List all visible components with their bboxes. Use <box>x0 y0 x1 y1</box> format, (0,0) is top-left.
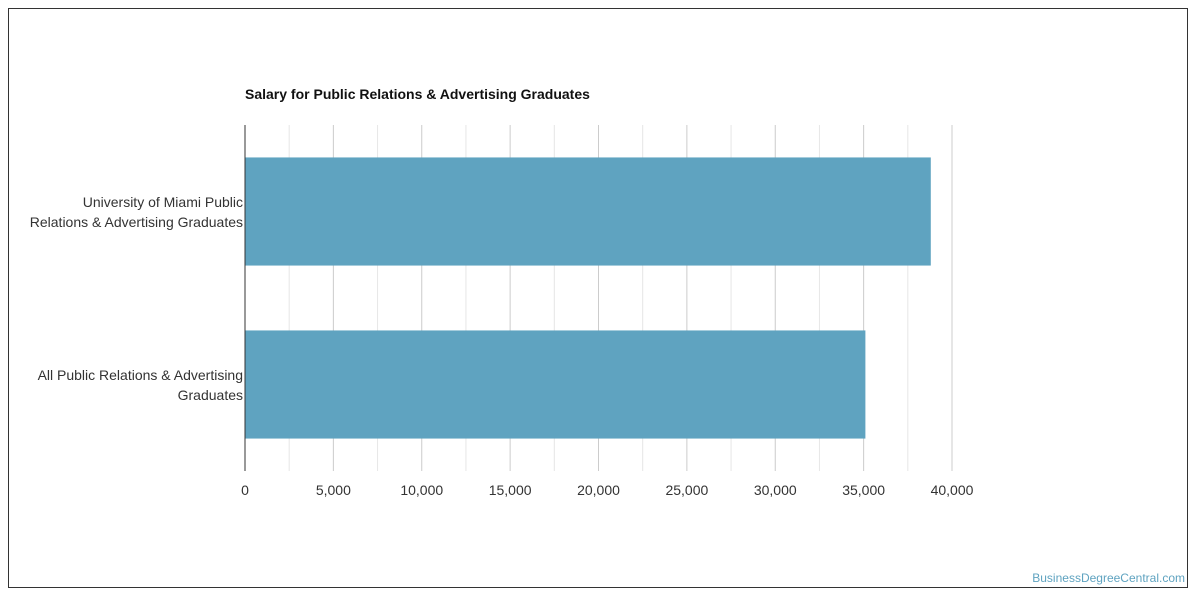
category-label-line: Graduates <box>177 386 243 403</box>
x-tick-label: 25,000 <box>665 482 708 498</box>
x-tick-label: 40,000 <box>931 482 974 498</box>
x-tick-label: 30,000 <box>754 482 797 498</box>
x-tick-label: 35,000 <box>842 482 885 498</box>
chart-title: Salary for Public Relations & Advertisin… <box>245 86 590 102</box>
x-tick-label: 0 <box>241 482 249 498</box>
category-label-line: University of Miami Public <box>82 193 243 210</box>
category-label: University of Miami Public Relations & Ad… <box>3 192 243 232</box>
bar-2 <box>245 330 866 439</box>
x-tick-label: 10,000 <box>400 482 443 498</box>
chart-frame <box>8 8 1188 588</box>
category-label-line: Relations & Advertising Graduates <box>29 213 243 230</box>
watermark: BusinessDegreeCentral.com <box>1032 571 1185 585</box>
x-tick-label: 20,000 <box>577 482 620 498</box>
category-label: All Public Relations & Advertising Gradua… <box>3 365 243 405</box>
x-tick-label: 15,000 <box>489 482 532 498</box>
x-tick-label: 5,000 <box>316 482 351 498</box>
category-label-line: All Public Relations & Advertising <box>37 366 243 383</box>
bar-1 <box>245 157 931 266</box>
